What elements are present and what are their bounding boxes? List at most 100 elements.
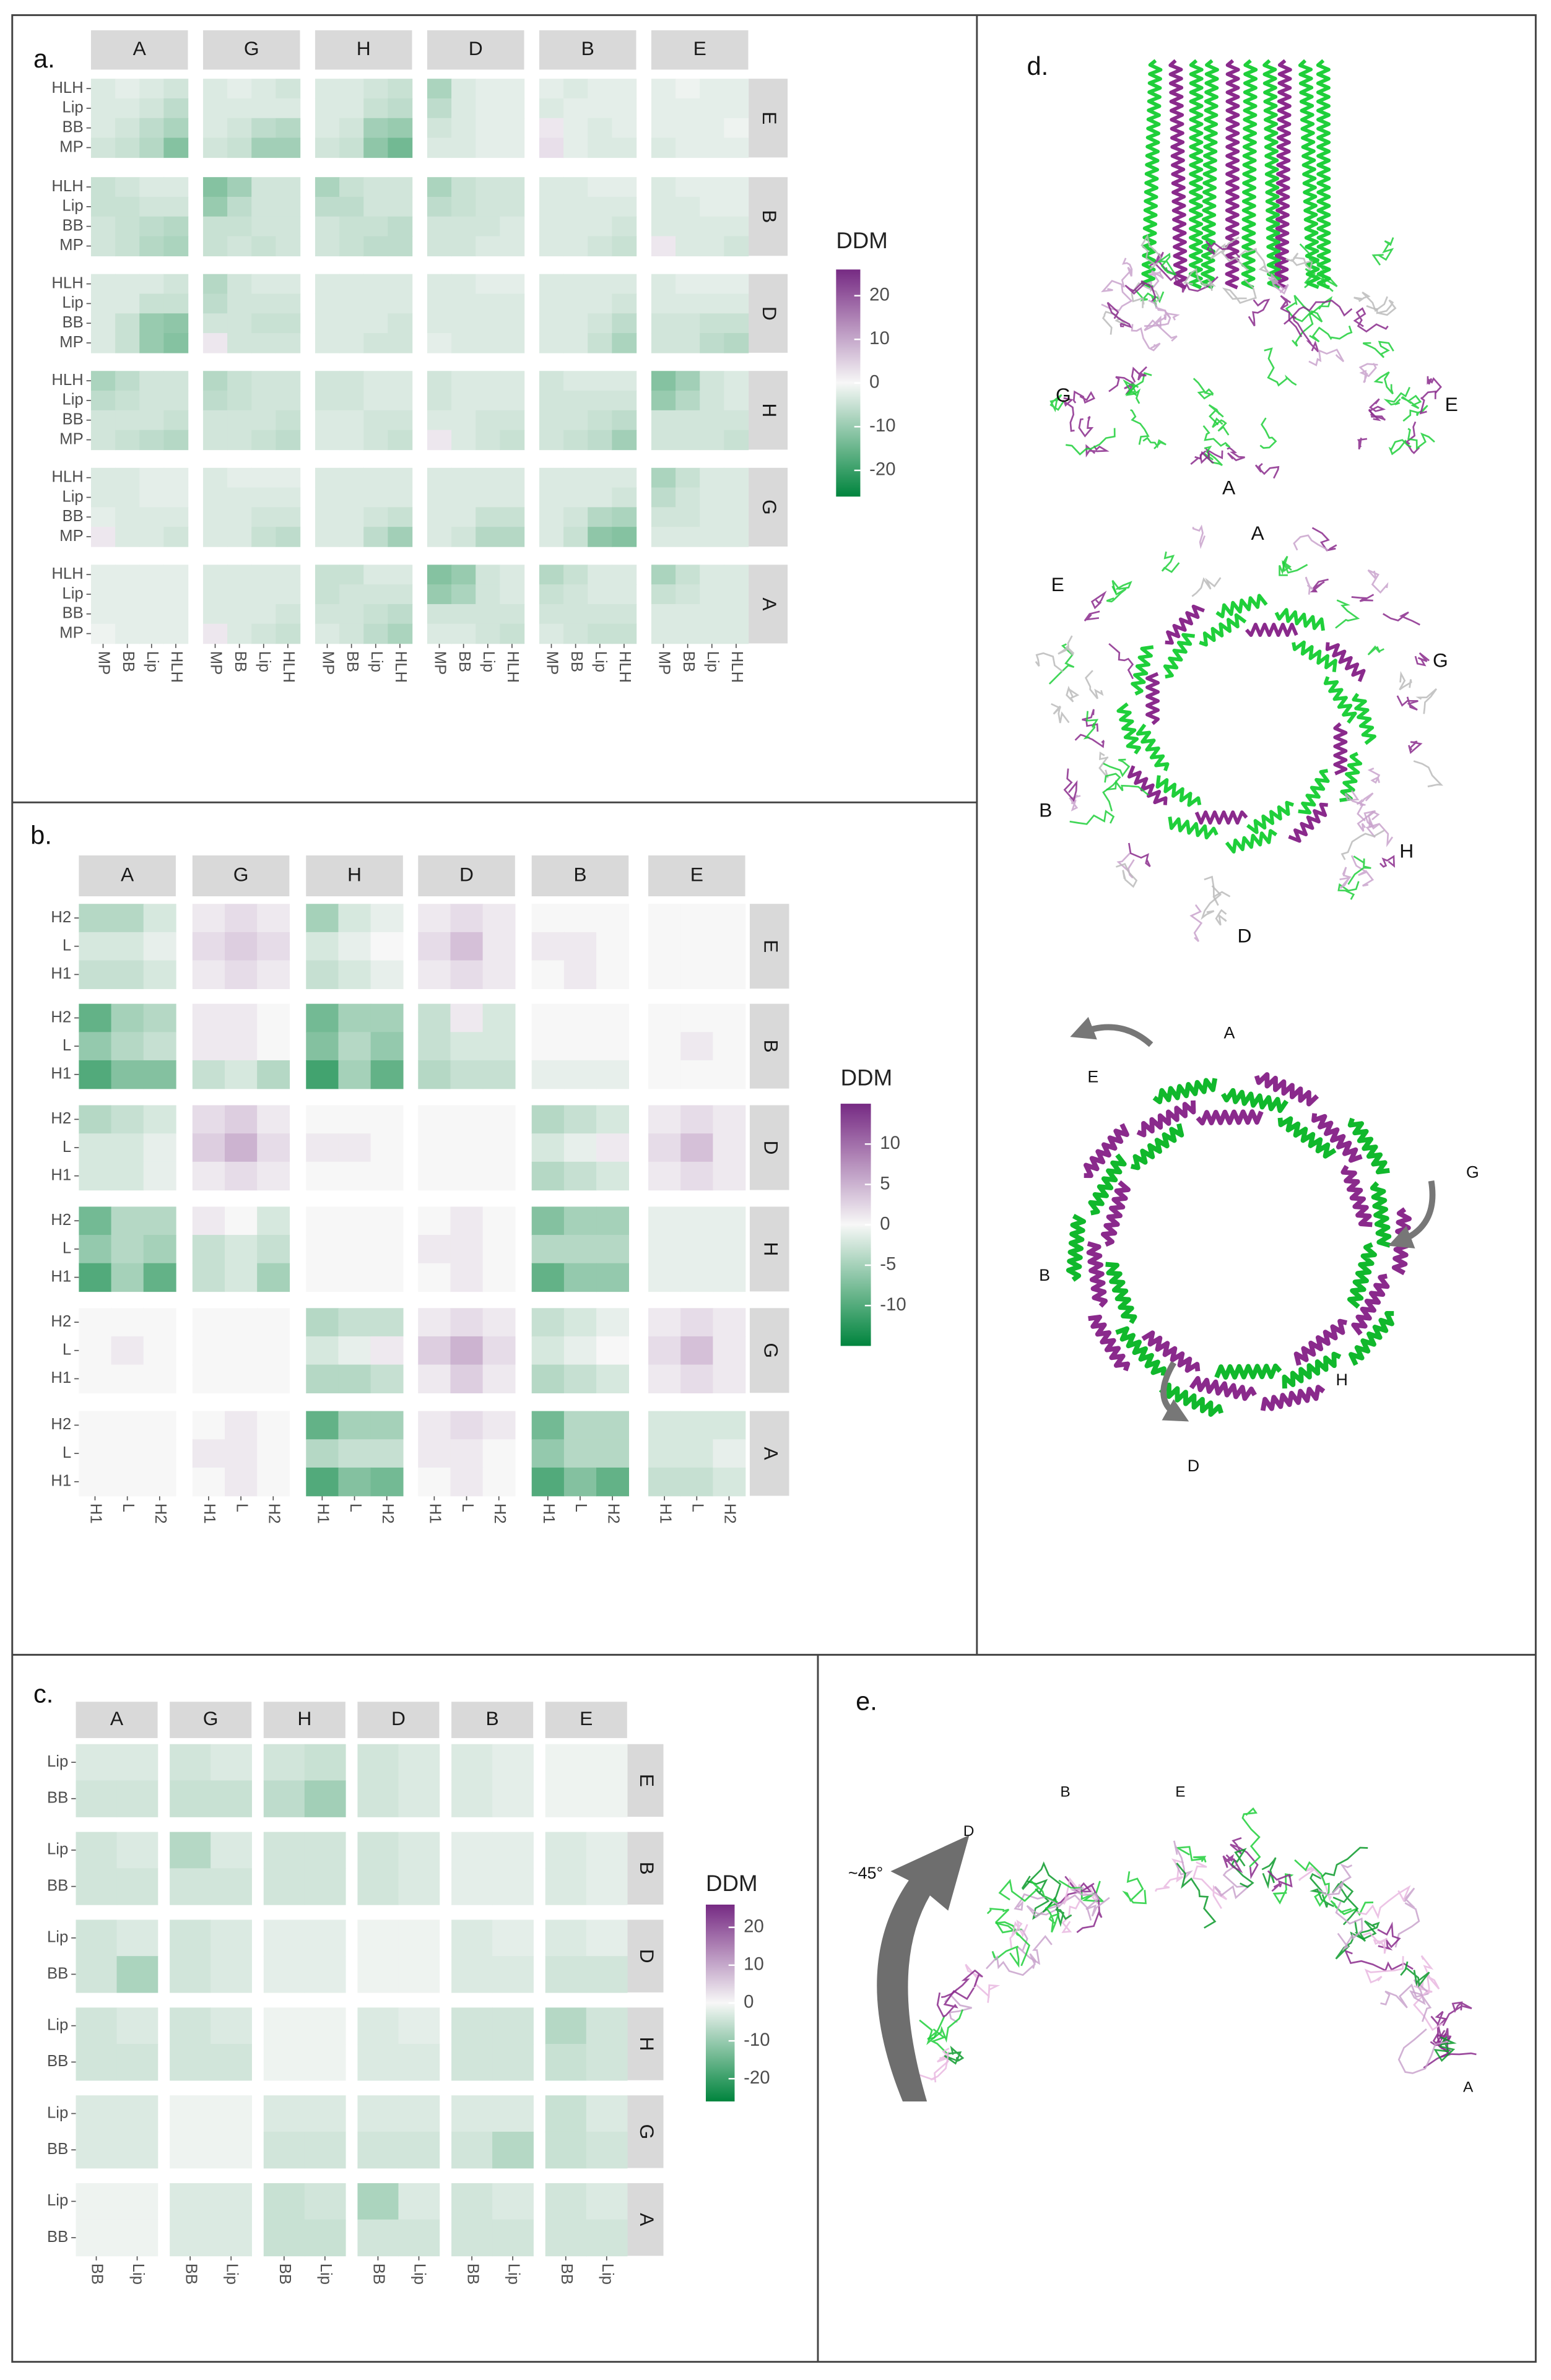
facet-strip [627,2095,664,2168]
helix [1145,672,1160,725]
heatmap-cell [450,1411,484,1440]
heatmap-cell [139,584,165,605]
heatmap-cell [139,565,165,585]
heatmap-cell [227,507,252,527]
heatmap-cell [451,216,476,237]
heatmap-cell [263,2183,305,2220]
heatmap-cell [492,2044,534,2081]
heatmap-cell [251,584,277,605]
helix [1225,59,1240,290]
heatmap-cell [115,216,140,237]
heatmap-cell [651,391,676,411]
heatmap-cell [451,604,476,625]
heatmap-cell [339,236,364,257]
x-tick-label: BB [232,651,249,672]
heatmap-cell [588,313,613,334]
heatmap-cell [339,79,364,99]
heatmap-cell [143,1235,176,1264]
heatmap-cell [227,274,252,295]
coil [1401,394,1422,409]
coil [1241,1807,1261,1867]
heatmap-cell [700,313,725,334]
heatmap-cell [339,623,364,644]
heatmap-cell [531,1364,565,1393]
heatmap-cell [192,904,225,933]
heatmap-cell [545,2131,587,2169]
coil [1261,1857,1277,1889]
heatmap-cell [596,1133,629,1162]
structure-drawings [877,59,1477,2101]
heatmap-cell [724,623,749,644]
coil [1069,810,1115,825]
x-tick-label: Lip [317,2264,334,2285]
heatmap-cell [563,527,588,547]
heatmap-cell [482,1105,516,1134]
heatmap-cell [276,79,301,99]
heatmap-cell [713,1032,746,1061]
heatmap-cell [676,604,700,625]
heatmap-cell [500,410,525,431]
heatmap-cell [224,1032,258,1061]
heatmap-cell [563,236,588,257]
coil [934,2048,953,2083]
heatmap-cell [418,960,451,989]
heatmap-cell [539,177,564,197]
y-tick-label: HLH [51,274,83,292]
heatmap-cell [339,216,364,237]
heatmap-cell [192,1308,225,1337]
heatmap-cell [227,177,252,197]
heatmap-cell [139,137,165,158]
heatmap-cell [388,293,413,314]
coil [1122,1871,1147,1905]
x-tick-label: H1 [201,1504,218,1524]
heatmap-cell [492,2007,534,2045]
heatmap-cell [563,623,588,644]
heatmap-cell [363,565,389,585]
coil [1108,643,1134,680]
heatmap-cell [227,604,252,625]
facet-label: H [758,403,781,417]
heatmap-cell [139,196,165,217]
heatmap-cell [545,1956,587,1993]
coil [1415,688,1438,714]
heatmap-cell [451,391,476,411]
heatmap-cell [545,2007,587,2045]
heatmap-cell [724,527,749,547]
heatmap-cell [680,1060,714,1089]
heatmap-cell [79,1105,112,1134]
heatmap-cell [427,565,452,585]
coil [1402,405,1428,422]
heatmap-cell [531,1439,565,1468]
heatmap-cell [398,1956,440,1993]
heatmap-cell [357,1919,399,1957]
coil [1227,447,1245,462]
coil [1400,1961,1430,1988]
x-tick-label: MP [207,651,225,675]
heatmap-cell [563,487,588,508]
coil [1340,829,1385,860]
heatmap-cell [680,1133,714,1162]
heatmap-cell [724,293,749,314]
heatmap-cell [451,98,476,119]
heatmap-cell [427,507,452,527]
heatmap-cell [76,1744,118,1781]
coil [1358,363,1378,383]
y-tick-label: MP [59,527,84,545]
helix [1288,802,1328,843]
heatmap-cell [651,79,676,99]
x-tick-label: BB [568,651,585,672]
heatmap-cell [724,236,749,257]
heatmap-cell [339,604,364,625]
y-tick-label: L [63,1444,71,1461]
heatmap-cell [306,1060,339,1089]
heatmap-cell [251,623,277,644]
heatmap-cell [257,1105,290,1134]
chain-label: H [1336,1370,1347,1389]
coil [1337,881,1360,900]
colorbar-tick-label: -10 [744,2030,770,2050]
coil [1140,234,1163,270]
heatmap-cell [451,177,476,197]
heatmap-cell [388,137,413,158]
heatmap-cell [476,293,501,314]
heatmap-cell [700,333,725,353]
